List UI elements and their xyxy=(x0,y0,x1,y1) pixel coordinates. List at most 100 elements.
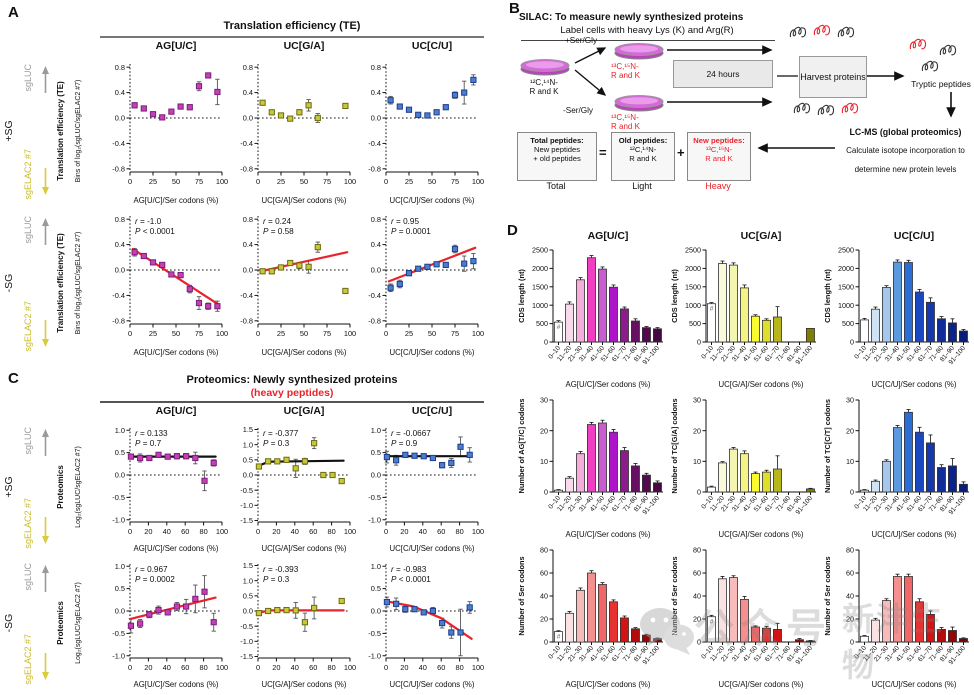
up-arrow-icon xyxy=(42,429,49,457)
up-arrow-icon xyxy=(42,66,49,93)
svg-text:100: 100 xyxy=(216,527,228,536)
svg-text:0: 0 xyxy=(697,638,701,647)
light-label: Light xyxy=(632,181,652,191)
svg-text:60: 60 xyxy=(309,663,317,672)
svg-text:r = 0.24: r = 0.24 xyxy=(263,217,291,226)
svg-text:AG[U/C]/Ser codons (%): AG[U/C]/Ser codons (%) xyxy=(134,680,219,689)
panel-c-label: C xyxy=(8,370,19,387)
svg-text:100: 100 xyxy=(472,663,484,672)
svg-text:-0.8: -0.8 xyxy=(368,316,381,325)
sgluc-label: sgLUC xyxy=(23,215,33,244)
svg-text:100: 100 xyxy=(472,329,484,338)
svg-text:1.0: 1.0 xyxy=(115,426,125,435)
svg-text:P = 0.7: P = 0.7 xyxy=(135,439,162,448)
svg-text:Number of TC[G/A] codons: Number of TC[G/A] codons xyxy=(670,398,679,493)
svg-text:2000: 2000 xyxy=(532,264,548,273)
svg-text:0.0: 0.0 xyxy=(115,114,125,123)
svg-text:0: 0 xyxy=(256,663,260,672)
silac-title: SILAC: To measure newly synthesized prot… xyxy=(519,12,744,23)
svg-text:500: 500 xyxy=(842,319,854,328)
svg-text:25: 25 xyxy=(149,329,157,338)
svg-text:500: 500 xyxy=(689,319,701,328)
svg-text:40: 40 xyxy=(540,592,548,601)
svg-text:-1.5: -1.5 xyxy=(240,516,253,525)
svg-text:r = 0.967: r = 0.967 xyxy=(135,565,168,574)
svg-text:0.4: 0.4 xyxy=(243,240,253,249)
sgelac2-label: sgELAC2 #7 xyxy=(23,149,33,200)
svg-text:0.0: 0.0 xyxy=(371,607,381,616)
svg-text:0.5: 0.5 xyxy=(243,591,253,600)
svg-text:0: 0 xyxy=(544,488,548,497)
svg-text:75: 75 xyxy=(323,177,331,186)
svg-text:25: 25 xyxy=(405,177,413,186)
svg-text:0: 0 xyxy=(544,638,548,647)
svg-text:80: 80 xyxy=(693,546,701,555)
svg-text:-1.0: -1.0 xyxy=(112,515,125,524)
up-arrow-icon xyxy=(42,565,49,593)
svg-text:0: 0 xyxy=(850,338,854,347)
svg-text:80: 80 xyxy=(199,663,207,672)
svg-text:50: 50 xyxy=(300,329,308,338)
condition-label: +SG xyxy=(3,476,15,498)
svg-text:r = -0.393: r = -0.393 xyxy=(263,565,299,574)
svg-text:0.5: 0.5 xyxy=(115,448,125,457)
svg-text:0.8: 0.8 xyxy=(243,63,253,72)
svg-text:-0.5: -0.5 xyxy=(368,493,381,502)
svg-text:0: 0 xyxy=(256,527,260,536)
svg-text:40: 40 xyxy=(419,663,427,672)
svg-text:40: 40 xyxy=(163,527,171,536)
svg-text:1.5: 1.5 xyxy=(243,561,253,570)
y-axis-title: Translation efficiency (TE) xyxy=(56,233,65,333)
svg-text:Number of AG[T/C] codons: Number of AG[T/C] codons xyxy=(517,399,526,494)
svg-text:r = 0.133: r = 0.133 xyxy=(135,429,168,438)
svg-text:AG[U/C]/Ser codons (%): AG[U/C]/Ser codons (%) xyxy=(134,196,219,205)
y-axis-subtitle: Log₂(sgLUC/sgELAC2 #7) xyxy=(75,446,82,528)
svg-text:20: 20 xyxy=(400,663,408,672)
svg-text:-0.8: -0.8 xyxy=(368,164,381,173)
svg-text:1000: 1000 xyxy=(685,301,701,310)
bar-chart: 0 10 20 30 Number of TC[C/T] codons 0–10 11–20… xyxy=(823,394,973,545)
svg-text:0.0: 0.0 xyxy=(371,114,381,123)
svg-text:r = -0.377: r = -0.377 xyxy=(263,429,299,438)
heavy-isotope-label-bottom: ¹³C,¹⁵N- R and K xyxy=(611,113,640,132)
24-hours-box: 24 hours xyxy=(673,60,773,88)
row-label-block: +SG sgLUC sgELAC2 #7 Translation efficie… xyxy=(0,56,100,206)
scatter-chart: 0.8 0.4 0.0 -0.4 -0.8 0 25 50 75 100 AG[U/C]/Ser c… xyxy=(100,56,228,211)
svg-text:30: 30 xyxy=(693,396,701,405)
svg-text:60: 60 xyxy=(437,663,445,672)
svg-text:P = 0.3: P = 0.3 xyxy=(263,575,290,584)
y-axis-subtitle: Bins of log₂(sgLUC/sgELAC2 #7) xyxy=(75,79,82,183)
svg-text:r = -0.983: r = -0.983 xyxy=(391,565,427,574)
svg-text:60: 60 xyxy=(309,527,317,536)
y-axis-title: Translation efficiency (TE) xyxy=(56,81,65,181)
bar-chart: 0 20 40 60 80 Number of Ser codons 0–10 #11–20 2… xyxy=(670,544,820,695)
svg-text:30: 30 xyxy=(540,396,548,405)
svg-text:75: 75 xyxy=(451,177,459,186)
svg-text:100: 100 xyxy=(216,663,228,672)
svg-text:0: 0 xyxy=(384,329,388,338)
panel-a-title: Translation efficiency (TE) xyxy=(223,20,361,32)
column-header: UC[C/U] xyxy=(411,40,453,52)
svg-text:0: 0 xyxy=(697,488,701,497)
svg-text:1.0: 1.0 xyxy=(243,440,253,449)
svg-text:-0.8: -0.8 xyxy=(112,316,125,325)
scatter-chart: 1.0 0.5 0.0 -0.5 -1.0 0 20 40 60 80 100 r = 0.133 P … xyxy=(100,420,228,559)
svg-text:Number of TC[C/T] codons: Number of TC[C/T] codons xyxy=(823,399,832,493)
svg-text:40: 40 xyxy=(291,663,299,672)
svg-text:0: 0 xyxy=(384,527,388,536)
svg-text:20: 20 xyxy=(272,663,280,672)
svg-text:0.5: 0.5 xyxy=(371,584,381,593)
svg-text:#: # xyxy=(557,634,561,641)
svg-text:-0.4: -0.4 xyxy=(368,139,381,148)
silac-subtitle-rule xyxy=(521,40,775,41)
svg-text:UC[C/U]/Ser codons (%): UC[C/U]/Ser codons (%) xyxy=(872,380,957,389)
svg-text:75: 75 xyxy=(323,329,331,338)
svg-text:0.4: 0.4 xyxy=(115,88,125,97)
svg-text:-1.0: -1.0 xyxy=(112,651,125,660)
svg-text:0: 0 xyxy=(384,663,388,672)
svg-text:UC[G/A]/Ser codons (%): UC[G/A]/Ser codons (%) xyxy=(262,348,347,357)
svg-text:500: 500 xyxy=(536,319,548,328)
svg-text:AG[U/C]/Ser codons (%): AG[U/C]/Ser codons (%) xyxy=(566,680,651,689)
svg-text:20: 20 xyxy=(144,663,152,672)
svg-text:60: 60 xyxy=(181,663,189,672)
